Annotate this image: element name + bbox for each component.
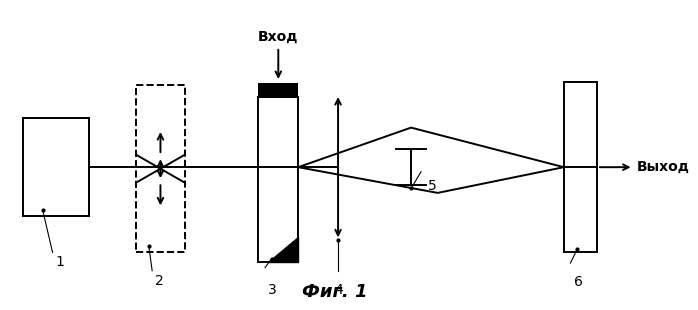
Polygon shape <box>268 237 298 262</box>
Bar <box>258 83 298 97</box>
Text: 3: 3 <box>268 283 277 297</box>
Bar <box>23 118 89 216</box>
Text: 6: 6 <box>574 275 583 289</box>
Text: Вход: Вход <box>258 30 299 44</box>
Text: 4: 4 <box>335 283 343 297</box>
Text: 1: 1 <box>56 255 65 269</box>
Text: 5: 5 <box>428 179 436 193</box>
Text: 2: 2 <box>156 274 164 288</box>
Bar <box>258 97 298 262</box>
Bar <box>564 82 597 252</box>
Text: Фиг. 1: Фиг. 1 <box>302 283 367 301</box>
Text: Выход: Выход <box>637 160 690 174</box>
Bar <box>135 85 186 252</box>
